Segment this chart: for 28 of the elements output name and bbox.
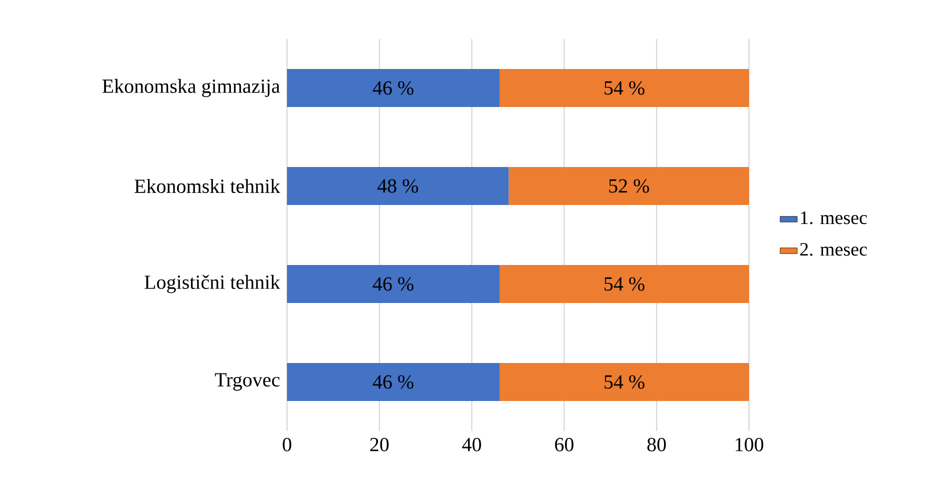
bar [500, 264, 749, 303]
y-tick-label: Trgovec [214, 373, 280, 391]
bar [287, 264, 500, 303]
y-tick-label: Ekonomska gimnazija [102, 78, 280, 98]
data-label: 48 % [377, 179, 418, 193]
x-tick-label: 80 [647, 438, 666, 452]
bar [508, 166, 749, 205]
x-tick-label: 20 [370, 438, 389, 452]
bar [287, 166, 509, 205]
legend-label: 1. mesec [801, 211, 867, 224]
data-label: 46 % [372, 375, 414, 389]
bar [500, 68, 749, 107]
bar [500, 362, 749, 401]
x-tick-label: 0 [282, 438, 292, 452]
bar [287, 362, 500, 401]
y-tick-label: Ekonomski tehnik [134, 178, 280, 194]
data-label: 52 % [609, 179, 650, 193]
x-tick-label: 100 [736, 438, 764, 452]
data-label: 46 % [372, 81, 414, 95]
x-tick-label: 40 [462, 438, 482, 452]
data-label: 46 % [372, 277, 414, 291]
data-label: 54 % [604, 81, 644, 95]
y-tick-label: Logistični tehnik [144, 274, 280, 294]
bar [287, 68, 500, 107]
data-label: 54 % [604, 375, 644, 389]
legend-label: 2. mesec [800, 242, 867, 256]
x-tick-label: 60 [555, 438, 574, 452]
data-label: 54 % [604, 277, 644, 291]
